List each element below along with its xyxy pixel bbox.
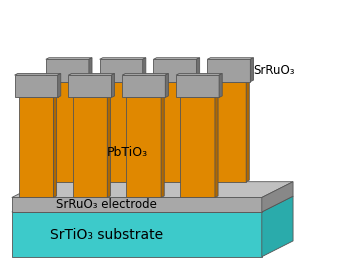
- Polygon shape: [19, 96, 57, 97]
- Polygon shape: [180, 96, 218, 97]
- Polygon shape: [197, 58, 199, 82]
- Polygon shape: [207, 59, 250, 82]
- Polygon shape: [19, 97, 54, 197]
- Polygon shape: [165, 73, 168, 97]
- Polygon shape: [207, 58, 253, 59]
- Polygon shape: [153, 58, 200, 59]
- Polygon shape: [176, 73, 222, 75]
- Polygon shape: [68, 75, 111, 97]
- Polygon shape: [161, 96, 164, 197]
- Polygon shape: [211, 82, 246, 182]
- Polygon shape: [126, 97, 161, 197]
- Polygon shape: [262, 196, 293, 257]
- Polygon shape: [89, 58, 92, 82]
- Polygon shape: [193, 80, 196, 182]
- Polygon shape: [139, 80, 142, 182]
- Polygon shape: [126, 96, 164, 97]
- Polygon shape: [46, 58, 92, 59]
- Polygon shape: [100, 58, 146, 59]
- Polygon shape: [68, 73, 114, 75]
- Text: SrRuO₃ electrode: SrRuO₃ electrode: [56, 198, 157, 211]
- Polygon shape: [215, 96, 218, 197]
- Polygon shape: [153, 59, 197, 82]
- Polygon shape: [12, 182, 293, 197]
- Text: SrTiO₃ substrate: SrTiO₃ substrate: [50, 228, 163, 242]
- Polygon shape: [72, 96, 110, 97]
- Polygon shape: [54, 96, 57, 197]
- Polygon shape: [104, 82, 139, 182]
- Polygon shape: [100, 59, 143, 82]
- Polygon shape: [262, 182, 293, 212]
- Polygon shape: [12, 196, 293, 212]
- Polygon shape: [107, 96, 110, 197]
- Polygon shape: [158, 82, 192, 182]
- Polygon shape: [122, 75, 165, 97]
- Polygon shape: [12, 197, 262, 212]
- Polygon shape: [50, 80, 88, 82]
- Polygon shape: [15, 75, 58, 97]
- Polygon shape: [250, 58, 253, 82]
- Polygon shape: [85, 80, 88, 182]
- Polygon shape: [111, 73, 114, 97]
- Polygon shape: [176, 75, 219, 97]
- Polygon shape: [15, 73, 61, 75]
- Polygon shape: [46, 59, 89, 82]
- Text: PbTiO₃: PbTiO₃: [107, 146, 148, 159]
- Polygon shape: [246, 80, 249, 182]
- Polygon shape: [143, 58, 146, 82]
- Polygon shape: [12, 212, 262, 257]
- Polygon shape: [211, 80, 249, 82]
- Polygon shape: [50, 82, 85, 182]
- Polygon shape: [72, 97, 107, 197]
- Polygon shape: [58, 73, 61, 97]
- Polygon shape: [104, 80, 142, 82]
- Polygon shape: [122, 73, 168, 75]
- Polygon shape: [158, 80, 196, 82]
- Polygon shape: [219, 73, 222, 97]
- Text: SrRuO₃: SrRuO₃: [253, 64, 295, 77]
- Polygon shape: [180, 97, 215, 197]
